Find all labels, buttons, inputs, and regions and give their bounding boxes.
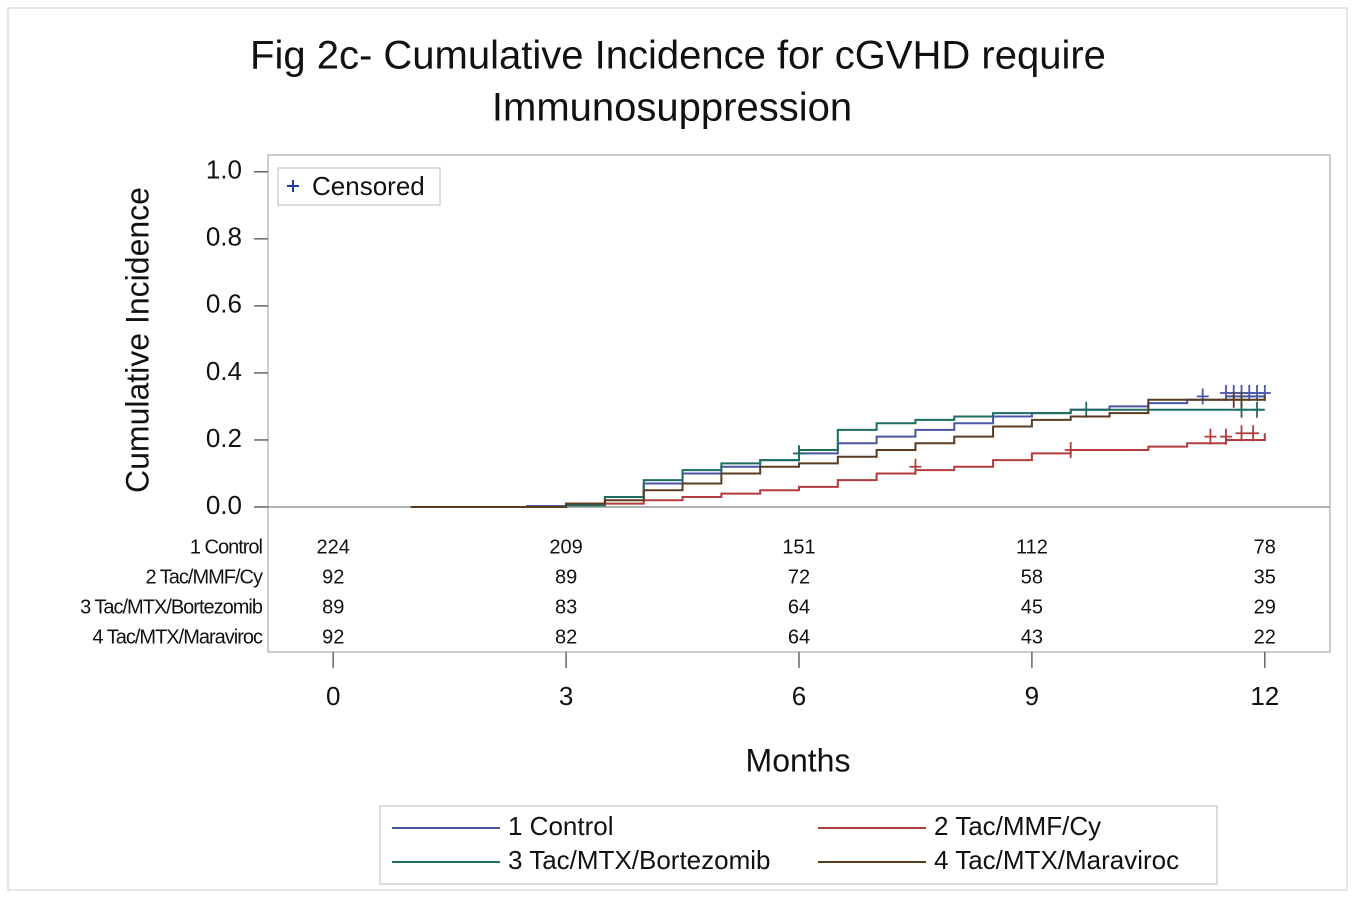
y-tick-label: 0.6 bbox=[206, 289, 242, 319]
at-risk-count: 89 bbox=[555, 566, 577, 588]
at-risk-row-label: 3 Tac/MTX/Bortezomib bbox=[80, 596, 263, 618]
at-risk-count: 58 bbox=[1021, 566, 1043, 588]
y-tick-label: 0.2 bbox=[206, 423, 242, 453]
series-line bbox=[410, 396, 1266, 508]
legend-label: 4 Tac/MTX/Maraviroc bbox=[934, 845, 1179, 875]
censored-mark bbox=[1064, 442, 1077, 459]
chart-title: Immunosuppression bbox=[492, 86, 852, 130]
censored-mark bbox=[1080, 401, 1093, 418]
at-risk-count: 224 bbox=[317, 536, 350, 558]
x-tick-label: 3 bbox=[559, 681, 573, 711]
series-line bbox=[410, 433, 1266, 508]
at-risk-count: 22 bbox=[1254, 626, 1276, 648]
censored-mark bbox=[1235, 425, 1248, 442]
at-risk-count: 43 bbox=[1021, 626, 1043, 648]
y-tick-label: 0.4 bbox=[206, 356, 242, 386]
censored-mark bbox=[1235, 391, 1248, 408]
at-risk-count: 64 bbox=[788, 596, 810, 618]
at-risk-row-label: 2 Tac/MMF/Cy bbox=[145, 566, 263, 588]
legend bbox=[379, 805, 1218, 885]
x-tick-label: 12 bbox=[1250, 681, 1279, 711]
at-risk-count: 82 bbox=[555, 626, 577, 648]
at-risk-count: 72 bbox=[788, 566, 810, 588]
censored-mark bbox=[1251, 401, 1264, 418]
at-risk-row-label: 1 Control bbox=[190, 536, 263, 558]
at-risk-count: 92 bbox=[322, 566, 344, 588]
x-axis-label: Months bbox=[746, 742, 851, 778]
censored-legend bbox=[277, 167, 441, 206]
at-risk-count: 209 bbox=[549, 536, 582, 558]
at-risk-count: 78 bbox=[1254, 536, 1276, 558]
censored-mark bbox=[1204, 428, 1217, 445]
censored-mark bbox=[909, 458, 922, 475]
y-axis-label: Cumulative Incidence bbox=[119, 187, 155, 493]
at-risk-count: 92 bbox=[322, 626, 344, 648]
at-risk-count: 83 bbox=[555, 596, 577, 618]
legend-label: 3 Tac/MTX/Bortezomib bbox=[508, 845, 771, 875]
censored-legend-label: Censored bbox=[312, 171, 425, 201]
y-tick-label: 0.8 bbox=[206, 222, 242, 252]
censored-mark bbox=[1196, 388, 1209, 405]
x-tick-label: 9 bbox=[1025, 681, 1039, 711]
y-tick-label: 1.0 bbox=[206, 155, 242, 185]
x-tick-label: 0 bbox=[326, 681, 340, 711]
at-risk-row-label: 4 Tac/MTX/Maraviroc bbox=[92, 626, 263, 648]
censored-mark bbox=[1247, 425, 1260, 442]
censored-mark bbox=[1219, 428, 1232, 445]
at-risk-count: 151 bbox=[782, 536, 815, 558]
x-tick-label: 6 bbox=[792, 681, 806, 711]
censored-legend-symbol bbox=[287, 180, 299, 192]
series-line bbox=[410, 408, 1265, 508]
censored-mark bbox=[793, 445, 805, 462]
at-risk-count: 89 bbox=[322, 596, 344, 618]
y-tick-label: 0.0 bbox=[206, 490, 242, 520]
at-risk-count: 45 bbox=[1021, 596, 1043, 618]
legend-label: 1 Control bbox=[508, 811, 614, 841]
legend-label: 2 Tac/MMF/Cy bbox=[934, 811, 1101, 841]
at-risk-count: 29 bbox=[1254, 596, 1276, 618]
at-risk-count: 112 bbox=[1016, 536, 1048, 558]
at-risk-count: 35 bbox=[1254, 566, 1276, 588]
chart-title: Fig 2c- Cumulative Incidence for cGVHD r… bbox=[250, 34, 1106, 78]
at-risk-count: 64 bbox=[788, 626, 810, 648]
